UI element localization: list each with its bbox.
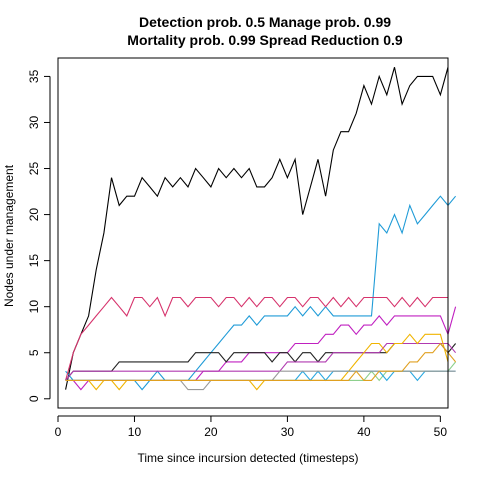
series-line-11 [65, 342, 457, 381]
series-line-6 [65, 342, 457, 381]
series-line-1 [65, 67, 449, 390]
plot-area [65, 67, 457, 391]
x-tick-label: 0 [55, 425, 62, 439]
x-tick-label: 10 [128, 425, 142, 439]
y-tick-label: 30 [27, 115, 41, 129]
y-tick-label: 35 [27, 69, 41, 83]
plot-frame [57, 57, 449, 409]
y-tick-label: 20 [27, 208, 41, 222]
x-tick-label: 50 [434, 425, 448, 439]
y-tick-label: 10 [27, 300, 41, 314]
x-tick-label: 30 [281, 425, 295, 439]
chart-title: Detection prob. 0.5 Manage prob. 0.99 [139, 14, 391, 30]
series-line-3 [65, 296, 448, 381]
y-axis-label: Nodes under management [2, 164, 16, 307]
axes: 0 10 20 30 40 50 0 5 10 15 20 25 30 35 [27, 57, 449, 439]
x-tick-label: 20 [204, 425, 218, 439]
y-tick-label: 15 [27, 254, 41, 268]
x-axis-label: Time since incursion detected (timesteps… [138, 451, 359, 465]
y-tick-label: 0 [27, 395, 41, 402]
y-tick-label: 5 [27, 349, 41, 356]
x-tick-label: 40 [357, 425, 371, 439]
chart-subtitle: Mortality prob. 0.99 Spread Reduction 0.… [127, 32, 403, 48]
y-tick-label: 25 [27, 162, 41, 176]
